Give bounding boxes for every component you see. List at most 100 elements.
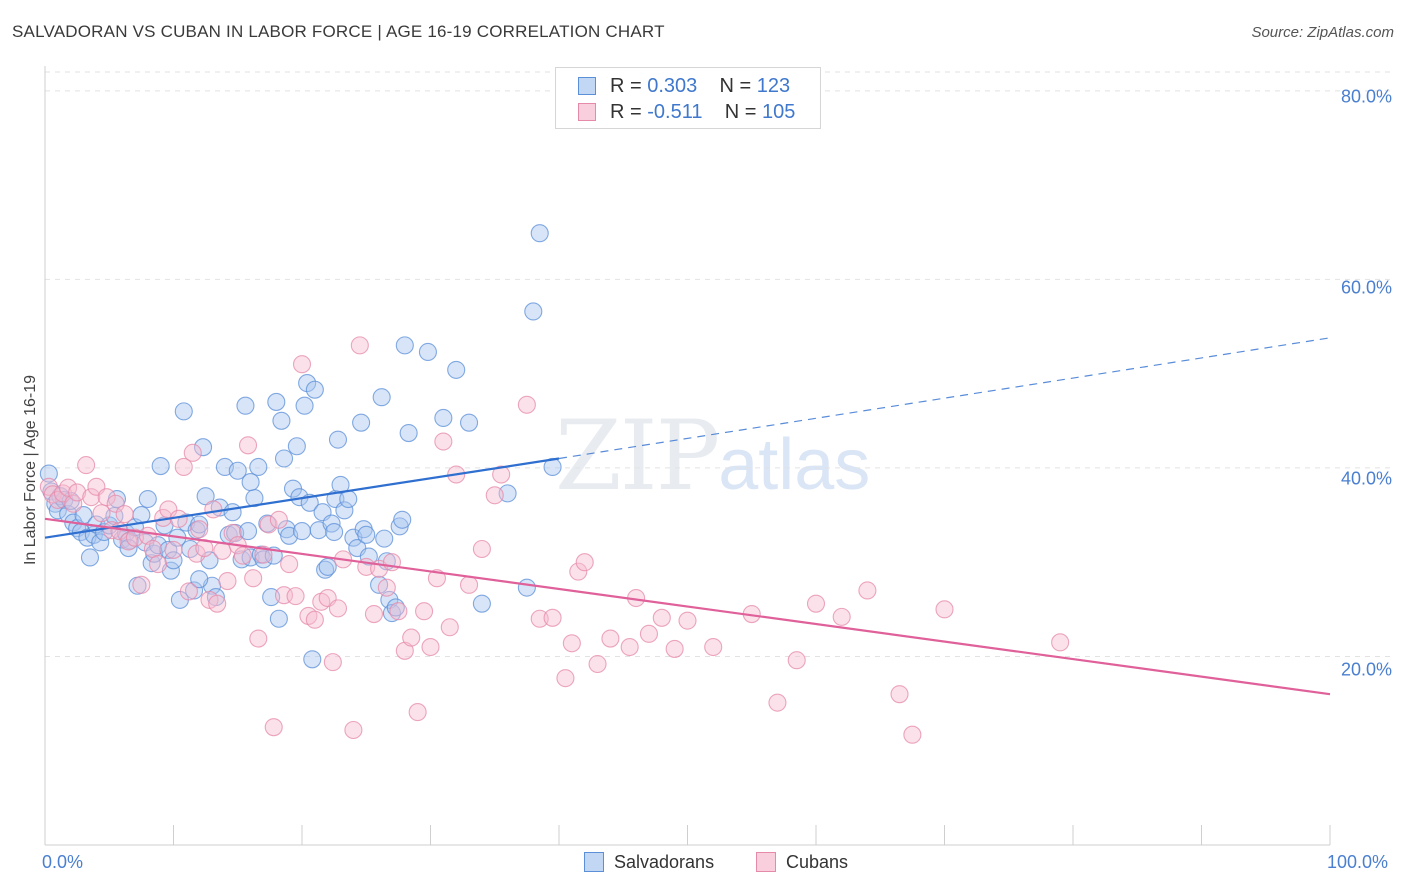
salvadorans-point <box>190 570 209 589</box>
cubans-point <box>286 587 305 606</box>
cubans-point <box>238 436 258 455</box>
salvadorans-point <box>328 430 348 449</box>
salvadorans-point <box>331 475 350 494</box>
cubans-point <box>389 602 408 621</box>
cubans-point <box>408 703 427 722</box>
cubans-point <box>97 488 116 507</box>
salvadorans-point <box>119 539 138 558</box>
cubans-point <box>543 608 562 627</box>
salvadorans-point <box>298 374 317 393</box>
legend-swatch-salvadorans <box>578 77 596 95</box>
cubans-point <box>244 569 263 588</box>
salvadorans-point <box>359 547 378 566</box>
salvadorans-point <box>303 650 322 669</box>
cubans-point <box>768 693 787 712</box>
cubans-point <box>190 520 209 539</box>
cubans-point <box>305 610 324 629</box>
cubans-point <box>434 432 453 451</box>
y-tick-label-40: 40.0% <box>1340 468 1392 489</box>
cubans-point <box>106 494 125 513</box>
cubans-point <box>68 483 87 502</box>
cubans-point <box>92 504 111 523</box>
cubans-point <box>935 600 954 619</box>
salvadorans-point <box>447 360 466 379</box>
bottom-swatch-salvadorans <box>584 852 604 872</box>
salvadorans-point <box>524 302 543 321</box>
cubans-point <box>485 486 504 505</box>
y-tick-label-60: 60.0% <box>1340 277 1392 298</box>
salvadorans-point <box>91 533 110 552</box>
cubans-trend-line <box>44 517 1331 696</box>
salvadorans-point <box>395 336 414 355</box>
cubans-point <box>402 628 421 647</box>
cubans-point <box>678 611 697 630</box>
salvadorans-point <box>236 396 255 415</box>
legend-n-value: 105 <box>761 101 796 123</box>
cubans-point <box>132 575 151 594</box>
cubans-point <box>556 669 575 688</box>
cubans-point <box>264 718 283 737</box>
salvadorans-trend-line <box>44 457 560 539</box>
salvadorans-point <box>287 437 306 456</box>
cubans-point <box>328 599 348 618</box>
x-tick-label-max: 100.0% <box>1327 852 1389 872</box>
cubans-point <box>292 355 312 374</box>
salvadorans-point <box>372 388 391 407</box>
cubans-point <box>208 594 227 613</box>
cubans-point <box>254 545 273 564</box>
cubans-point <box>259 515 278 534</box>
chart-title: SALVADORAN VS CUBAN IN LABOR FORCE | AGE… <box>12 22 665 41</box>
cubans-point <box>492 465 511 484</box>
x-tick-label-min: 0.0% <box>42 852 84 872</box>
cubans-point <box>858 581 877 600</box>
salvadorans-point <box>39 464 58 483</box>
cubans-point <box>82 488 101 507</box>
legend-r-key: R = <box>610 101 648 123</box>
cubans-point <box>421 637 440 657</box>
salvadorans-point <box>399 423 418 443</box>
cubans-point <box>77 456 96 475</box>
salvadorans-point <box>393 510 412 529</box>
cubans-point <box>704 637 723 657</box>
cubans-point <box>903 725 922 744</box>
bottom-legend-label: Cubans <box>786 852 849 872</box>
cubans-point <box>377 578 396 597</box>
cubans-point <box>174 457 193 477</box>
bottom-legend-cubans: Cubans <box>756 852 848 873</box>
cubans-point <box>806 594 826 613</box>
salvadorans-point <box>418 342 437 362</box>
salvadorans-point <box>164 551 183 570</box>
watermark-zip: ZIP <box>555 400 720 512</box>
cubans-point <box>665 639 684 658</box>
salvadorans-point <box>254 550 273 569</box>
salvadorans-point <box>316 560 335 579</box>
salvadorans-point <box>530 224 549 243</box>
salvadorans-point <box>159 540 178 559</box>
salvadorans-point <box>223 503 242 522</box>
cubans-point <box>588 654 607 674</box>
cubans-point <box>350 336 369 355</box>
cubans-point <box>395 641 414 660</box>
cubans-point <box>179 582 198 601</box>
salvadorans-point <box>80 548 100 567</box>
cubans-point <box>233 546 252 565</box>
cubans-point <box>183 443 202 462</box>
cubans-point <box>787 651 806 670</box>
salvadorans-point <box>292 522 312 541</box>
cubans-point <box>601 629 620 648</box>
salvadorans-point <box>325 522 344 542</box>
cubans-point <box>344 720 363 740</box>
y-tick-label-20: 20.0% <box>1340 659 1392 680</box>
salvadorans-point <box>151 456 170 476</box>
legend-row-salvadorans: R = 0.303 N = 123 <box>578 75 790 101</box>
cubans-point <box>1051 633 1070 652</box>
salvadorans-point <box>274 449 294 468</box>
cubans-point <box>280 555 299 574</box>
zipatlas-watermark: ZIPatlas <box>555 400 870 512</box>
cubans-point <box>832 607 851 626</box>
cubans-point <box>204 500 223 519</box>
cubans-point <box>517 395 536 414</box>
salvadorans-point <box>258 514 277 533</box>
cubans-point <box>382 553 402 572</box>
